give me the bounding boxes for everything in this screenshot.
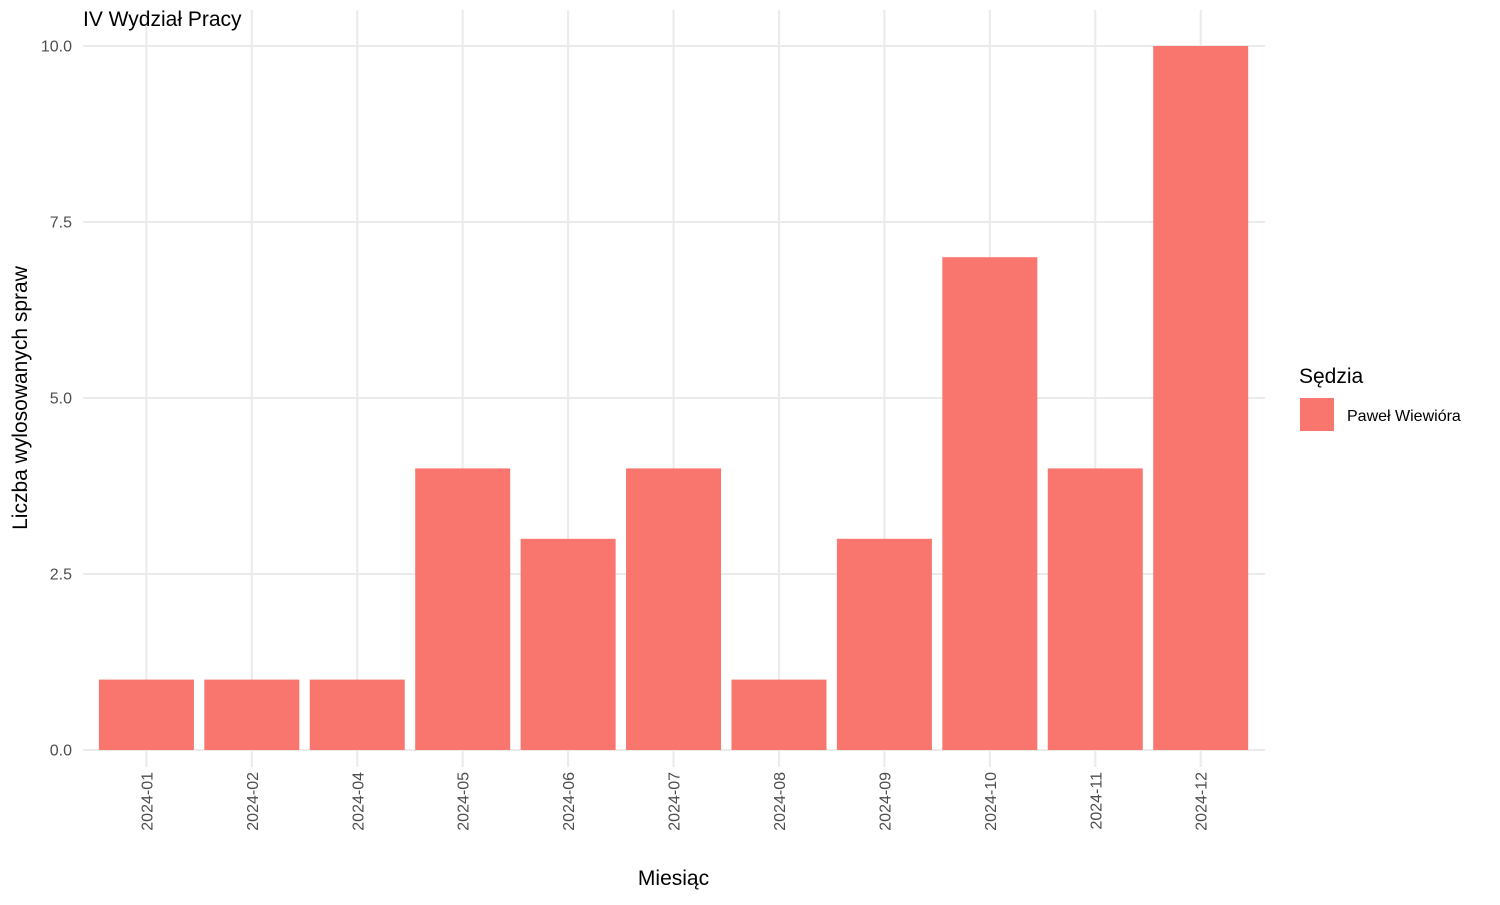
x-tick-label: 2024-04 [350,772,367,831]
x-tick-label: 2024-10 [983,772,1000,831]
x-tick-label: 2024-09 [877,772,894,831]
x-tick-label: 2024-07 [667,772,684,831]
y-tick-label: 0.0 [50,743,72,760]
chart-title: IV Wydział Pracy [83,8,242,31]
x-tick-label: 2024-02 [245,772,262,831]
y-tick-label: 7.5 [50,215,72,232]
legend-key [1300,398,1334,431]
legend-label: Paweł Wiewióra [1347,408,1461,425]
legend: Sędzia Paweł Wiewióra [1299,365,1461,431]
bar [98,679,194,750]
x-tick-label: 2024-06 [561,772,578,831]
bar [309,679,405,750]
x-tick-label: 2024-11 [1088,772,1105,830]
y-tick-label: 2.5 [50,567,72,584]
x-axis-title: Miesiąc [638,867,709,890]
y-axis-ticks: 0.0 2.5 5.0 7.5 10.0 [41,39,72,760]
x-axis-ticks: 2024-01 2024-02 2024-04 2024-05 2024-06 2024-… [139,772,1210,831]
x-tick-label: 2024-01 [139,772,156,831]
bar [1047,468,1143,750]
bars [98,46,1249,750]
y-tick-label: 10.0 [41,39,72,56]
x-tick-label: 2024-05 [456,772,473,831]
x-tick-label: 2024-12 [1194,772,1211,831]
bar [520,538,616,750]
bar [731,679,827,750]
bar [415,468,511,750]
bar [1153,46,1249,750]
bar [204,679,300,750]
legend-title: Sędzia [1299,365,1364,388]
y-axis-title: Liczba wylosowanych spraw [9,265,32,530]
bar [626,468,722,750]
x-tick-label: 2024-08 [772,772,789,831]
bar [836,538,932,750]
y-tick-label: 5.0 [50,391,72,408]
bar [942,257,1038,750]
